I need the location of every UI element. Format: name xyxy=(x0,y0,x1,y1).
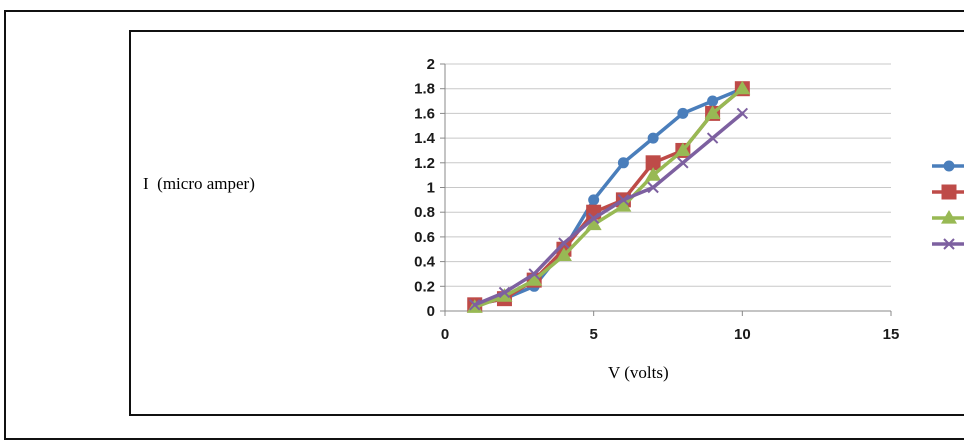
data-point xyxy=(943,238,955,250)
y-tick-label: 2 xyxy=(427,56,435,73)
data-point xyxy=(941,184,957,200)
legend-entry xyxy=(932,160,964,172)
data-point xyxy=(469,299,481,311)
y-tick-label: 0.2 xyxy=(414,278,435,295)
y-tick-label: 0.8 xyxy=(414,204,435,221)
series-line xyxy=(472,86,745,307)
data-point xyxy=(617,194,630,206)
data-point xyxy=(674,142,691,157)
y-tick-label: 1.8 xyxy=(414,81,435,98)
series-line xyxy=(472,86,745,310)
data-point xyxy=(707,95,719,107)
data-point xyxy=(645,167,662,181)
y-tick-label: 1 xyxy=(427,180,435,197)
legend xyxy=(932,160,964,250)
tick-labels: 0 0.2 0.4 0.6 0.8 1 1.2 1.4 1.6 1.8 2 0 5 10 15 xyxy=(414,56,899,343)
x-tick-label: 15 xyxy=(883,326,900,343)
y-tick-label: 1.2 xyxy=(414,155,435,172)
data-point xyxy=(496,288,513,302)
x-tick-label: 0 xyxy=(441,326,449,343)
data-point xyxy=(585,216,602,231)
y-tick-label: 1.6 xyxy=(414,105,435,122)
y-tick-label: 0 xyxy=(427,303,435,320)
series-line xyxy=(472,111,745,307)
data-point xyxy=(526,272,543,286)
legend-entry xyxy=(932,184,964,200)
data-point xyxy=(587,212,600,225)
data-point xyxy=(941,210,957,224)
x-tick-label: 10 xyxy=(734,326,751,343)
gridlines xyxy=(445,63,891,312)
series-x xyxy=(469,107,749,311)
y-tick-label: 0.4 xyxy=(414,254,436,271)
data-point xyxy=(647,181,659,194)
data-point xyxy=(647,132,659,144)
data-point xyxy=(498,286,511,299)
x-axis-label: V (volts) xyxy=(608,363,669,382)
data-point xyxy=(943,160,955,172)
data-point xyxy=(588,194,600,206)
data-point xyxy=(677,157,689,169)
axes xyxy=(440,63,892,316)
data-point xyxy=(677,107,689,119)
legend-entry xyxy=(932,238,964,250)
data-point xyxy=(615,198,632,212)
x-tick-label: 5 xyxy=(589,326,597,343)
y-axis-label: I (micro amper) xyxy=(143,174,255,193)
data-point xyxy=(555,247,572,262)
data-point xyxy=(704,105,721,119)
series xyxy=(466,80,751,313)
data-point xyxy=(645,155,661,171)
y-tick-label: 0.6 xyxy=(414,229,435,246)
series-triangle xyxy=(466,80,751,313)
data-point xyxy=(558,237,570,249)
legend-entry xyxy=(932,210,964,224)
data-point xyxy=(736,107,749,120)
series-line xyxy=(472,86,745,307)
data-point xyxy=(706,132,719,144)
data-point xyxy=(734,80,751,95)
line-chart: 0 0.2 0.4 0.6 0.8 1 1.2 1.4 1.6 1.8 2 0 5 10 15 xyxy=(414,56,964,343)
y-tick-label: 1.4 xyxy=(414,130,436,147)
chart-frame xyxy=(129,30,964,416)
data-point xyxy=(528,268,540,280)
data-point xyxy=(617,157,629,169)
